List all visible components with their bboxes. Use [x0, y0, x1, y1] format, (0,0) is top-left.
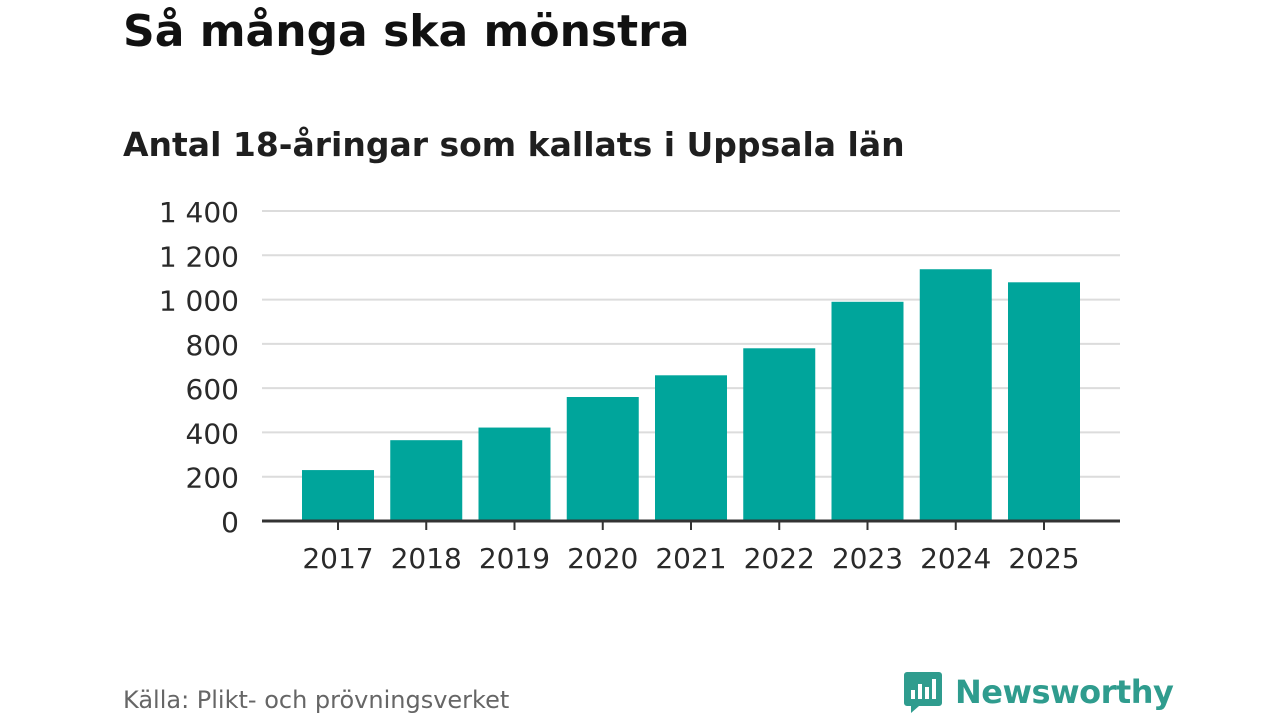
y-tick-label: 0 — [221, 506, 239, 539]
y-tick-label: 200 — [186, 462, 239, 495]
bar-2022 — [743, 348, 816, 521]
y-tick-label: 400 — [186, 417, 239, 450]
y-tick-label: 800 — [186, 329, 239, 362]
chart-subtitle: Antal 18-åringar som kallats i Uppsala l… — [123, 125, 905, 164]
y-tick-label: 1 000 — [159, 285, 239, 318]
newsworthy-logo-icon — [904, 672, 942, 713]
bar-2019 — [478, 427, 551, 521]
y-tick-label: 600 — [186, 373, 239, 406]
brand-logo: Newsworthy — [903, 670, 1174, 714]
x-tick-label: 2018 — [391, 542, 462, 575]
x-tick-label: 2020 — [567, 542, 638, 575]
x-tick-label: 2019 — [479, 542, 550, 575]
bar-2018 — [390, 440, 463, 521]
x-tick-label: 2023 — [832, 542, 903, 575]
y-tick-label: 1 200 — [159, 240, 239, 273]
x-tick-label: 2025 — [1008, 542, 1079, 575]
bar-2021 — [655, 375, 727, 521]
brand-name: Newsworthy — [955, 673, 1174, 711]
x-tick-label: 2017 — [302, 542, 373, 575]
bar-2025 — [1008, 282, 1080, 521]
x-tick-label: 2021 — [655, 542, 726, 575]
x-tick-label: 2022 — [744, 542, 815, 575]
chart-title: Så många ska mönstra — [123, 6, 690, 57]
bar-2020 — [566, 397, 639, 521]
bar-2023 — [831, 301, 904, 521]
bar-2024 — [919, 269, 992, 521]
source-note: Källa: Plikt- och prövningsverket — [123, 686, 510, 714]
x-tick-label: 2024 — [920, 542, 991, 575]
y-tick-label: 1 400 — [159, 196, 239, 229]
bar-2017 — [302, 470, 374, 521]
